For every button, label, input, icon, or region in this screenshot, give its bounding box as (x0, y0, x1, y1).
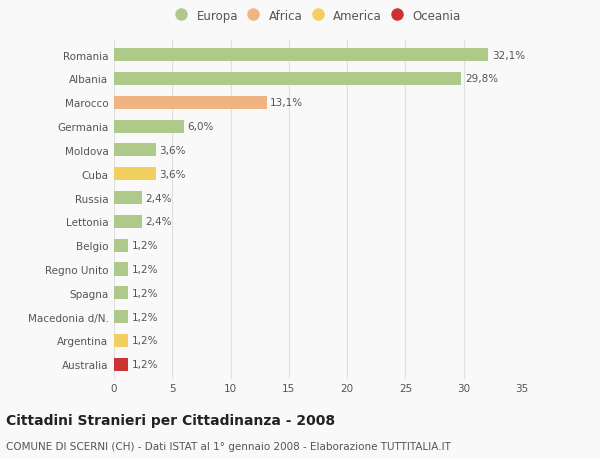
Text: COMUNE DI SCERNI (CH) - Dati ISTAT al 1° gennaio 2008 - Elaborazione TUTTITALIA.: COMUNE DI SCERNI (CH) - Dati ISTAT al 1°… (6, 441, 451, 451)
Text: 13,1%: 13,1% (270, 98, 304, 108)
Bar (114, 144, 156, 157)
Bar (114, 263, 128, 276)
Text: 3,6%: 3,6% (160, 169, 186, 179)
Bar (114, 334, 128, 347)
Text: 1,2%: 1,2% (131, 359, 158, 369)
Text: 29,8%: 29,8% (465, 74, 498, 84)
Bar (114, 49, 488, 62)
Bar (114, 215, 142, 229)
Bar (114, 120, 184, 134)
Text: 1,2%: 1,2% (131, 288, 158, 298)
Bar (114, 239, 128, 252)
Text: 1,2%: 1,2% (131, 264, 158, 274)
Bar (114, 73, 461, 86)
Bar (114, 191, 142, 205)
Bar (114, 310, 128, 324)
Legend: Europa, Africa, America, Oceania: Europa, Africa, America, Oceania (175, 10, 461, 23)
Bar (114, 168, 156, 181)
Text: 6,0%: 6,0% (187, 122, 214, 132)
Text: 2,4%: 2,4% (145, 193, 172, 203)
Text: 1,2%: 1,2% (131, 312, 158, 322)
Text: 1,2%: 1,2% (131, 241, 158, 251)
Text: 1,2%: 1,2% (131, 336, 158, 346)
Bar (114, 286, 128, 300)
Bar (114, 358, 128, 371)
Text: 32,1%: 32,1% (491, 50, 525, 61)
Text: 2,4%: 2,4% (145, 217, 172, 227)
Text: 3,6%: 3,6% (160, 146, 186, 156)
Text: Cittadini Stranieri per Cittadinanza - 2008: Cittadini Stranieri per Cittadinanza - 2… (6, 413, 335, 427)
Bar (114, 96, 267, 110)
